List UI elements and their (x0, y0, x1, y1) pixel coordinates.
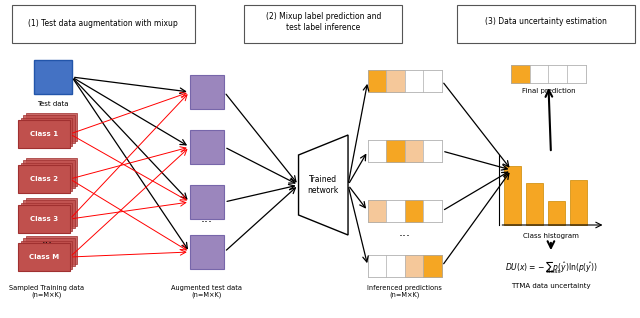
FancyBboxPatch shape (12, 5, 195, 43)
FancyBboxPatch shape (424, 70, 442, 92)
FancyBboxPatch shape (504, 165, 521, 225)
FancyBboxPatch shape (24, 115, 75, 143)
FancyBboxPatch shape (368, 255, 442, 277)
FancyBboxPatch shape (548, 65, 567, 83)
Text: class: class (546, 269, 562, 274)
FancyBboxPatch shape (368, 200, 442, 222)
Text: ...: ... (42, 235, 52, 245)
FancyBboxPatch shape (368, 200, 387, 222)
Text: Class 3: Class 3 (30, 216, 58, 222)
FancyBboxPatch shape (457, 5, 635, 43)
FancyBboxPatch shape (570, 179, 588, 225)
FancyBboxPatch shape (21, 117, 72, 146)
FancyBboxPatch shape (244, 5, 403, 43)
Text: (1) Test data augmentation with mixup: (1) Test data augmentation with mixup (28, 19, 177, 29)
FancyBboxPatch shape (530, 65, 548, 83)
FancyBboxPatch shape (387, 200, 405, 222)
FancyBboxPatch shape (405, 255, 424, 277)
FancyBboxPatch shape (21, 240, 72, 268)
FancyBboxPatch shape (19, 120, 70, 148)
Text: ...: ... (399, 225, 411, 238)
FancyBboxPatch shape (26, 236, 77, 264)
FancyBboxPatch shape (26, 197, 77, 225)
FancyBboxPatch shape (424, 200, 442, 222)
FancyBboxPatch shape (511, 65, 530, 83)
FancyBboxPatch shape (19, 165, 70, 193)
Text: ...: ... (201, 211, 213, 225)
Text: Class 2: Class 2 (30, 176, 58, 182)
FancyBboxPatch shape (405, 70, 424, 92)
FancyBboxPatch shape (567, 65, 586, 83)
FancyBboxPatch shape (189, 75, 224, 109)
FancyBboxPatch shape (368, 140, 387, 162)
FancyBboxPatch shape (424, 140, 442, 162)
FancyBboxPatch shape (405, 140, 424, 162)
FancyBboxPatch shape (368, 140, 442, 162)
Text: Class histogram: Class histogram (523, 233, 579, 239)
FancyBboxPatch shape (19, 205, 70, 233)
FancyBboxPatch shape (387, 140, 405, 162)
Text: (3) Data uncertainty estimation: (3) Data uncertainty estimation (485, 17, 607, 26)
FancyBboxPatch shape (405, 200, 424, 222)
FancyBboxPatch shape (189, 185, 224, 219)
FancyBboxPatch shape (387, 255, 405, 277)
FancyBboxPatch shape (368, 255, 387, 277)
Text: Test data: Test data (37, 101, 69, 107)
FancyBboxPatch shape (24, 160, 75, 188)
Text: Trained
network: Trained network (308, 175, 339, 195)
FancyBboxPatch shape (19, 243, 70, 271)
FancyBboxPatch shape (26, 157, 77, 185)
FancyBboxPatch shape (35, 60, 72, 94)
FancyBboxPatch shape (424, 255, 442, 277)
Polygon shape (298, 135, 348, 235)
FancyBboxPatch shape (525, 183, 543, 225)
FancyBboxPatch shape (21, 162, 72, 190)
FancyBboxPatch shape (21, 203, 72, 231)
FancyBboxPatch shape (548, 201, 565, 225)
Text: TTMA data uncertainty: TTMA data uncertainty (511, 283, 591, 289)
FancyBboxPatch shape (189, 130, 224, 164)
Text: Final prediction: Final prediction (522, 88, 575, 94)
FancyBboxPatch shape (387, 70, 405, 92)
Text: Class M: Class M (29, 254, 60, 260)
Text: Augmented test data
(n=M×K): Augmented test data (n=M×K) (172, 285, 243, 299)
Text: $DU(x) = -\sum p(\hat{y})\ln(p(\hat{y}))$: $DU(x) = -\sum p(\hat{y})\ln(p(\hat{y}))… (504, 260, 597, 274)
FancyBboxPatch shape (24, 200, 75, 228)
Text: Inferenced predictions
(n=M×K): Inferenced predictions (n=M×K) (367, 285, 442, 299)
Text: Sampled Training data
(n=M×K): Sampled Training data (n=M×K) (8, 285, 84, 299)
Text: Class 1: Class 1 (30, 131, 58, 137)
FancyBboxPatch shape (26, 113, 77, 141)
FancyBboxPatch shape (24, 238, 75, 266)
FancyBboxPatch shape (368, 70, 442, 92)
FancyBboxPatch shape (511, 65, 586, 83)
FancyBboxPatch shape (368, 70, 387, 92)
FancyBboxPatch shape (189, 235, 224, 269)
Text: (2) Mixup label prediction and
test label inference: (2) Mixup label prediction and test labe… (266, 12, 381, 32)
